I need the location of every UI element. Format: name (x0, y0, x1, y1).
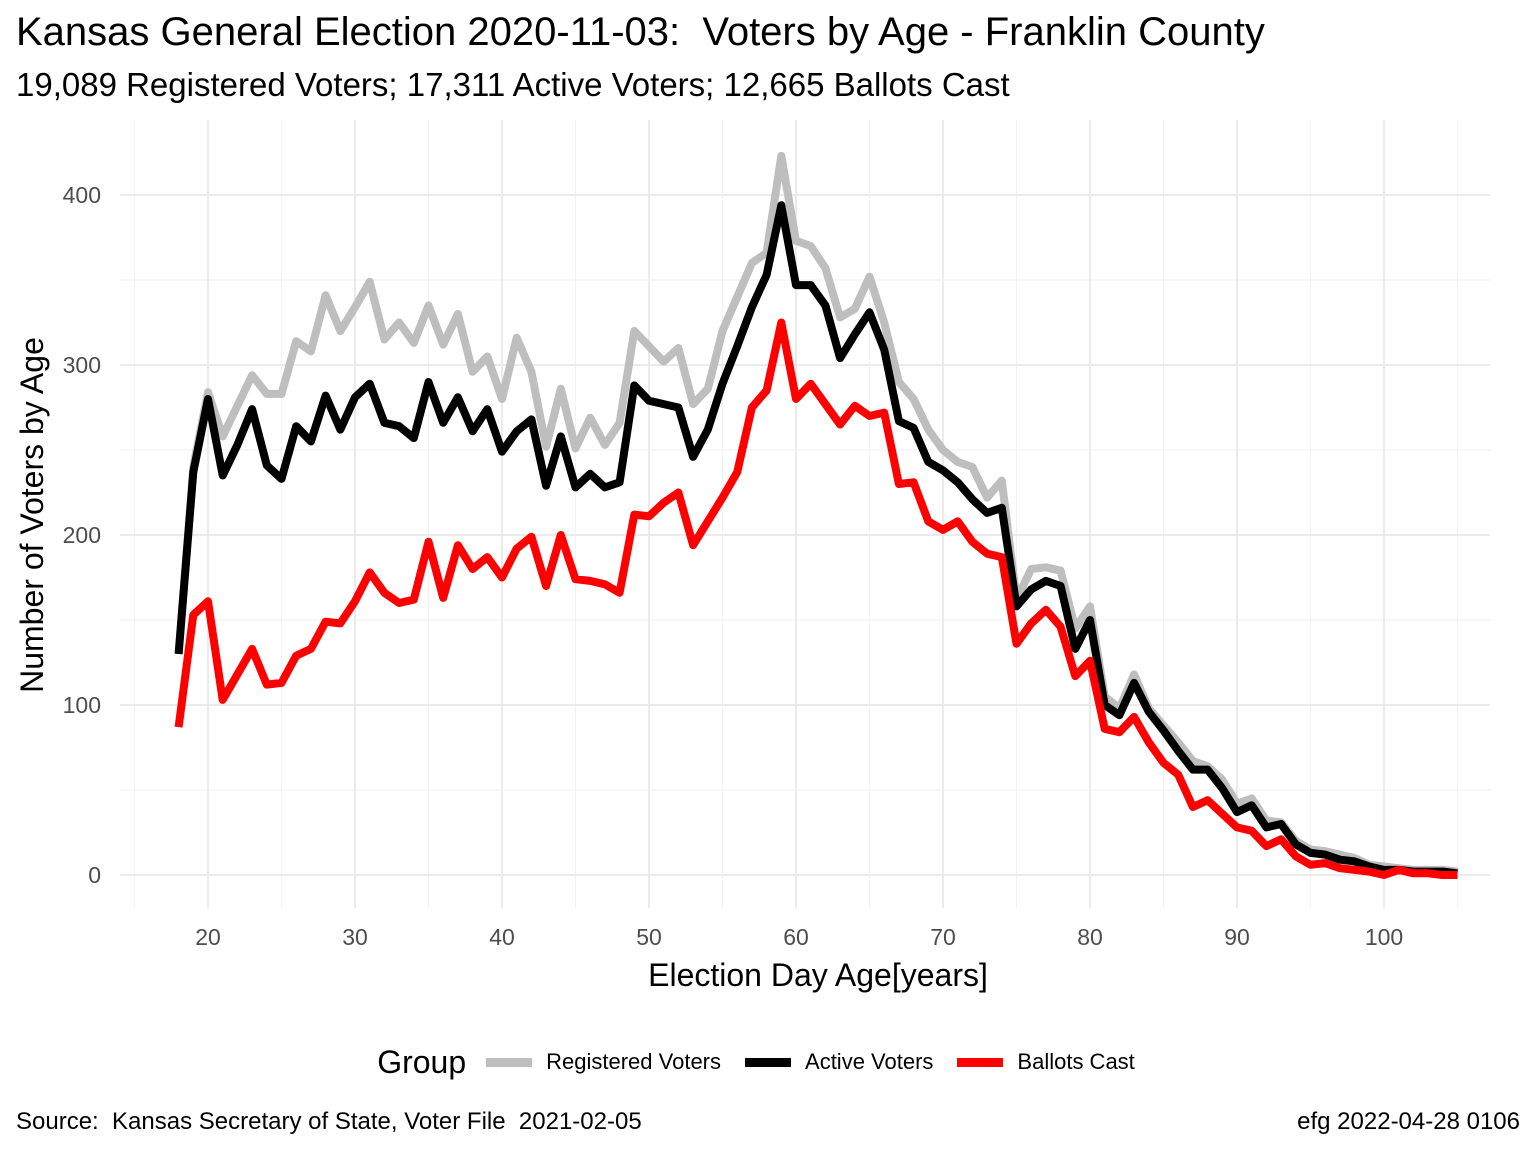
x-tick-label: 90 (1224, 924, 1250, 950)
chart-title: Kansas General Election 2020-11-03: Vote… (16, 10, 1265, 54)
x-tick-label: 80 (1077, 924, 1103, 950)
source-caption: Source: Kansas Secretary of State, Voter… (16, 1108, 642, 1135)
series-lines (174, 151, 1458, 879)
y-axis-ticks: 0 100 200 300 400 (63, 182, 101, 888)
series-line-ballots-cast (174, 318, 1458, 879)
major-gridlines (120, 120, 1490, 908)
legend-key-active-voters (745, 1057, 792, 1067)
y-tick-label: 400 (63, 182, 101, 208)
series-line-active-voters (174, 201, 1458, 878)
x-tick-label: 30 (342, 924, 368, 950)
x-tick-label: 50 (636, 924, 662, 950)
legend-label-registered-voters: Registered Voters (546, 1049, 722, 1074)
legend-title: Group (377, 1043, 467, 1080)
x-axis-label: Election Day Age[years] (648, 957, 988, 993)
x-tick-label: 20 (195, 924, 221, 950)
legend-key-ballots-cast (957, 1057, 1004, 1067)
legend: Group Registered Voters Active Voters Ba… (0, 1034, 1536, 1090)
legend-key-registered-voters (486, 1057, 533, 1067)
x-tick-label: 100 (1365, 924, 1403, 950)
line-chart: 20 30 40 50 60 70 80 90 100 0 100 200 300 400 Electi… (14, 120, 1490, 993)
x-axis-ticks: 20 30 40 50 60 70 80 90 100 (195, 924, 1403, 950)
chart-subtitle: 19,089 Registered Voters; 17,311 Active … (16, 66, 1010, 103)
credit-caption: efg 2022-04-28 0106 (1297, 1108, 1520, 1135)
legend-label-ballots-cast: Ballots Cast (1017, 1049, 1135, 1074)
legend-item-active-voters: Active Voters (745, 1049, 933, 1075)
x-tick-label: 40 (489, 924, 515, 950)
legend-label-active-voters: Active Voters (805, 1049, 934, 1074)
y-tick-label: 0 (88, 862, 101, 888)
series-line-registered-voters (174, 151, 1458, 876)
y-tick-label: 100 (63, 692, 101, 718)
x-tick-label: 70 (930, 924, 956, 950)
x-tick-label: 60 (783, 924, 809, 950)
y-tick-label: 200 (63, 522, 101, 548)
minor-gridlines (120, 120, 1490, 908)
legend-item-ballots-cast: Ballots Cast (957, 1049, 1135, 1075)
y-tick-label: 300 (63, 352, 101, 378)
legend-item-registered-voters: Registered Voters (486, 1049, 721, 1075)
y-axis-label: Number of Voters by Age (14, 337, 50, 693)
